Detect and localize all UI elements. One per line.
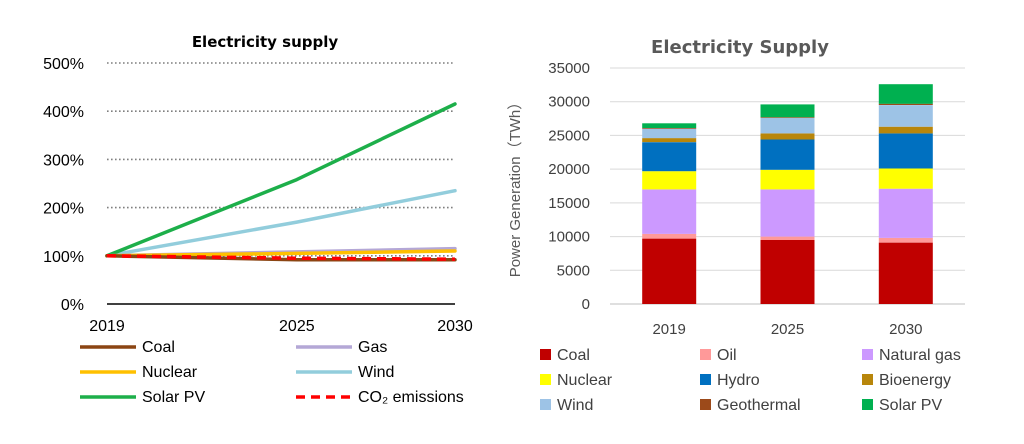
legend-swatch [540,349,551,360]
legend-label: Coal [557,347,590,364]
legend-label: Geothermal [717,397,801,414]
bar-segment-wind [642,128,697,139]
legend-label: Wind [358,364,394,381]
bar-segment-coal [878,242,933,304]
line-chart: Electricity supply 0% 100% 200% 300% 400% 500%… [43,33,473,406]
y-tick-label: 0% [61,297,84,314]
legend-swatch [862,349,873,360]
bar-segment-wind [878,105,933,127]
y-tick-label: 0 [582,296,590,313]
bar-segment-hydro [642,142,697,172]
legend-label: Wind [557,397,593,414]
bar-segment-natural-gas [642,189,697,234]
legend-label: Nuclear [557,372,613,389]
bar-segment-coal [760,239,815,304]
legend-label: Gas [358,339,387,356]
bar-segment-coal [642,238,697,304]
x-tick-label: 2019 [652,321,685,338]
bar-segment-solar-pv [760,104,815,118]
legend-label: Oil [717,347,737,364]
legend-swatch [700,349,711,360]
legend-swatch [862,374,873,385]
legend-label: Solar PV [879,397,942,414]
legend-label: Nuclear [142,364,198,381]
legend-swatch [700,374,711,385]
x-tick-label: 2019 [89,318,125,335]
y-tick-label: 400% [43,104,84,121]
y-tick-label: 20000 [548,161,590,178]
y-tick-label: 15000 [548,195,590,212]
legend-swatch [700,399,711,410]
legend-label: CO₂ emissions [358,389,464,406]
bar-segment-nuclear [642,171,697,190]
series-line-co-emissions [106,254,456,261]
bar-segment-solar-pv [878,84,933,104]
y-tick-label: 300% [43,152,84,169]
bar-segment-natural-gas [878,188,933,238]
y-tick-label: 35000 [548,60,590,77]
legend-swatch [540,374,551,385]
legend-swatch [540,399,551,410]
y-tick-label: 100% [43,249,84,266]
bar-segment-oil [642,233,697,239]
y-axis-title: Power Generation（TWh） [507,95,524,278]
x-tick-label: 2025 [771,321,804,338]
x-tick-label: 2030 [437,318,473,335]
bar-segment-oil [878,237,933,243]
bar-segment-hydro [878,133,933,169]
legend-label: Coal [142,339,175,356]
y-tick-label: 500% [43,56,84,73]
legend-label: Bioenergy [879,372,951,389]
legend-label: Hydro [717,372,760,389]
bar-segment-solar-pv [642,123,697,128]
chart-title: Electricity Supply [651,37,829,58]
bar-segment-geothermal [760,117,815,118]
legend-label: Solar PV [142,389,205,406]
stacked-bar-chart: Electricity Supply Power Generation（TWh） 0… [507,37,965,414]
y-tick-label: 5000 [557,262,590,279]
y-tick-label: 10000 [548,229,590,246]
bar-segment-bioenergy [760,133,815,140]
x-tick-label: 2030 [889,321,922,338]
bar-segment-bioenergy [878,126,933,134]
bar-segment-wind [760,117,815,134]
y-tick-label: 25000 [548,127,590,144]
chart-title: Electricity supply [192,33,339,51]
bar-segment-hydro [760,139,815,170]
bar-segment-bioenergy [642,138,697,143]
series-line-solar-pv [105,102,457,258]
y-tick-label: 200% [43,201,84,218]
bar-segment-geothermal [642,128,697,129]
series-line-wind [105,188,457,258]
legend-swatch [862,399,873,410]
bar-segment-nuclear [760,169,815,190]
bar-segment-nuclear [878,168,933,189]
bar-segment-oil [760,236,815,240]
bar-segment-natural-gas [760,189,815,237]
bar-segment-geothermal [878,103,933,105]
y-tick-label: 30000 [548,94,590,111]
x-tick-label: 2025 [279,318,315,335]
legend-label: Natural gas [879,347,961,364]
